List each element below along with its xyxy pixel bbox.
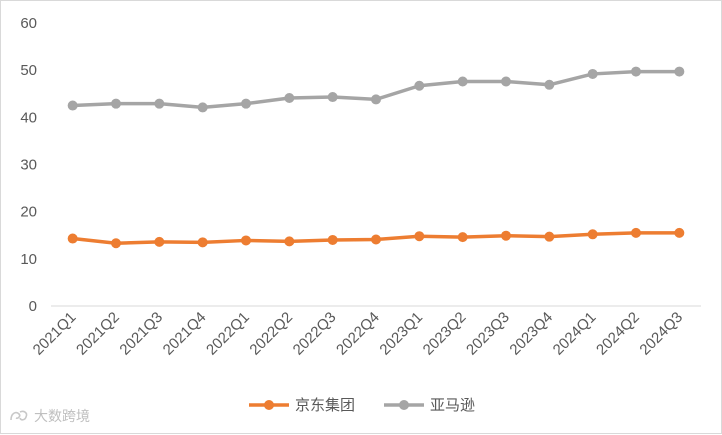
x-tick-label: 2021Q2 — [73, 309, 123, 359]
data-point — [587, 68, 598, 79]
x-tick-label: 2022Q2 — [246, 309, 296, 359]
watermark-text: 大数跨境 — [34, 409, 90, 425]
x-tick-label: 2022Q3 — [290, 309, 340, 359]
data-point — [154, 98, 165, 109]
data-point — [674, 66, 685, 77]
data-point — [67, 100, 78, 111]
y-tick-label: 30 — [20, 157, 37, 174]
y-tick-label: 20 — [20, 204, 37, 221]
y-tick-label: 0 — [29, 298, 37, 315]
x-tick-label: 2023Q3 — [463, 309, 513, 359]
watermark: 大数跨境 — [8, 406, 90, 426]
x-tick-label: 2024Q2 — [593, 309, 643, 359]
x-tick-label: 2024Q3 — [636, 309, 686, 359]
data-point — [197, 102, 208, 113]
data-point — [414, 80, 425, 91]
data-point — [414, 231, 425, 242]
x-tick-label: 2023Q4 — [506, 309, 556, 359]
data-point — [197, 237, 208, 248]
data-point — [111, 98, 121, 109]
x-tick-label: 2022Q4 — [333, 309, 383, 359]
x-tick-label: 2021Q1 — [30, 309, 80, 359]
data-point — [544, 79, 555, 90]
data-point — [457, 232, 468, 243]
x-tick-label: 2021Q3 — [116, 309, 166, 359]
data-point — [284, 92, 295, 103]
data-point — [674, 227, 685, 238]
y-tick-label: 40 — [20, 109, 37, 126]
data-point — [631, 66, 641, 77]
legend-marker-2 — [399, 400, 409, 410]
data-point — [371, 234, 381, 245]
y-tick-label: 60 — [20, 15, 37, 32]
brand-logo-icon — [10, 410, 28, 421]
data-point — [327, 92, 338, 103]
data-point — [67, 233, 78, 244]
x-tick-label: 2024Q1 — [550, 309, 600, 359]
x-tick-label: 2021Q4 — [160, 309, 210, 359]
legend-marker-1 — [264, 400, 274, 410]
legend-label-2: 亚马逊 — [430, 396, 475, 414]
data-point — [501, 230, 511, 241]
x-tick-label: 2022Q1 — [203, 309, 253, 359]
data-point — [544, 231, 555, 242]
y-tick-label: 50 — [20, 62, 37, 79]
data-point — [327, 234, 338, 245]
data-point — [241, 98, 251, 109]
data-point — [241, 235, 251, 246]
legend-label-1: 京东集团 — [295, 396, 355, 414]
x-tick-label: 2023Q1 — [376, 309, 426, 359]
data-point — [111, 238, 121, 249]
data-point — [631, 227, 641, 238]
data-point — [587, 229, 598, 240]
data-point — [284, 236, 295, 247]
data-point — [501, 76, 511, 87]
data-point — [371, 94, 381, 105]
data-point — [457, 76, 468, 87]
x-tick-label: 2023Q2 — [420, 309, 470, 359]
y-tick-label: 10 — [20, 251, 37, 268]
data-point — [154, 236, 165, 247]
